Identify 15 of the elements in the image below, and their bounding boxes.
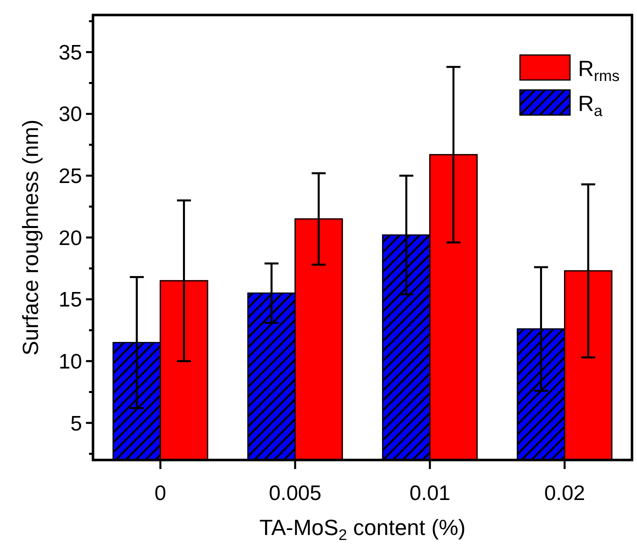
- y-tick-label: 25: [58, 165, 82, 188]
- x-tick-label: 0: [154, 482, 166, 505]
- y-tick-label: 15: [58, 288, 82, 312]
- x-tick-label: 0.005: [268, 482, 322, 505]
- y-tick-label: 20: [58, 226, 82, 250]
- y-axis-title: Surface roughness (nm): [18, 120, 43, 356]
- x-tick-label: 0.02: [544, 482, 586, 505]
- x-tick-label: 0.01: [409, 482, 450, 505]
- y-tick-label: 35: [58, 41, 82, 64]
- y-tick-label: 5: [70, 412, 82, 436]
- y-tick-label: 10: [58, 350, 82, 374]
- x-axis-title: TA-MoS$_{2}$ content (%): [259, 515, 466, 544]
- legend-label: R$_{rms}$: [578, 56, 620, 84]
- legend-label: R$_{a}$: [578, 91, 603, 120]
- y-tick-label: 30: [58, 103, 82, 126]
